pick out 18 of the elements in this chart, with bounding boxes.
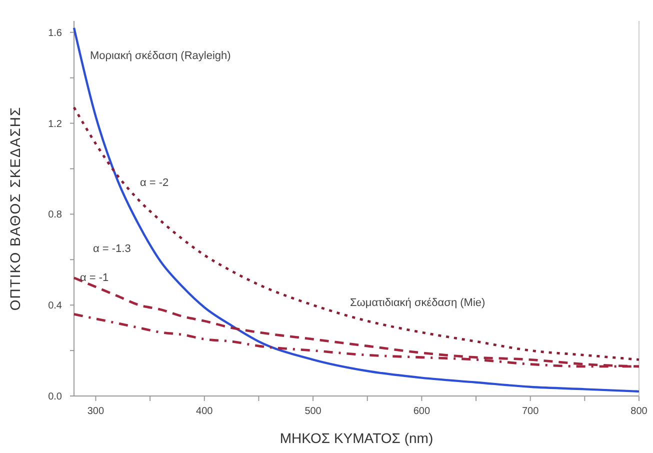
y-axis-title: ΟΠΤΙΚΟ ΒΑΘΟΣ ΣΚΕΔΑΣΗΣ (7, 106, 23, 311)
y-tick-label: 1.2 (48, 118, 62, 130)
annotation: Μοριακή σκέδαση (Rayleigh) (90, 50, 231, 62)
x-axis-title: ΜΗΚΟΣ ΚΥΜΑΤΟΣ (nm) (280, 430, 434, 446)
x-tick-label: 800 (630, 406, 648, 417)
y-tick-label: 0.0 (48, 392, 62, 402)
annotation: Σωματιδιακή σκέδαση (Mie) (350, 296, 486, 309)
y-tick-label: 1.6 (48, 28, 62, 39)
y-tick-label: 0.8 (48, 210, 62, 221)
x-tick-label: 300 (87, 406, 105, 417)
x-tick-label: 600 (413, 406, 430, 417)
annotation: α = -1 (80, 272, 109, 284)
x-tick-label: 400 (196, 406, 214, 417)
annotation: α = -2 (140, 176, 169, 189)
y-tick-label: 0.4 (48, 300, 62, 312)
annotation: α = -1.3 (93, 242, 131, 255)
x-tick-label: 500 (304, 406, 322, 417)
x-tick-label: 700 (522, 406, 540, 417)
